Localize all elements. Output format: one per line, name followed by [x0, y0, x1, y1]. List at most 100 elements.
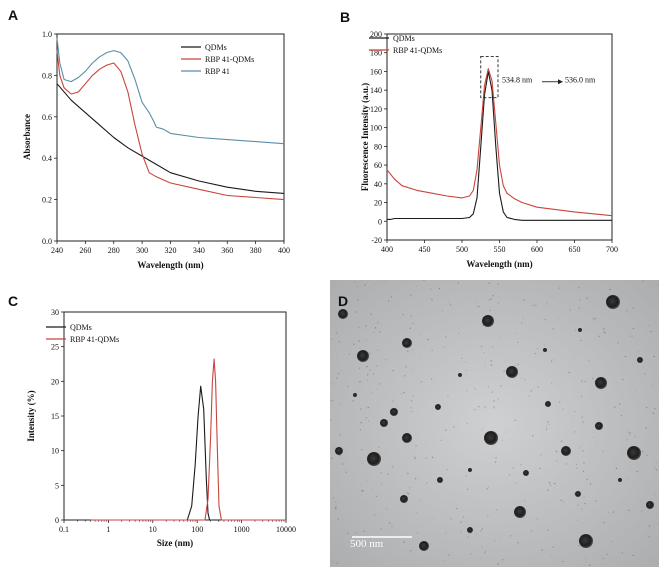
micrograph-speckle — [412, 322, 414, 324]
micrograph-speckle — [389, 522, 391, 524]
micrograph-speckle — [537, 386, 539, 388]
nanoparticle — [579, 534, 593, 548]
nanoparticle — [467, 527, 473, 533]
micrograph-speckle — [624, 355, 627, 358]
micrograph-speckle — [617, 342, 619, 344]
micrograph-speckle — [339, 434, 341, 436]
series-line-qdms — [56, 83, 285, 194]
micrograph-speckle — [644, 373, 646, 375]
micrograph-speckle — [448, 302, 450, 304]
micrograph-speckle — [361, 490, 363, 492]
nanoparticle — [380, 419, 388, 427]
micrograph-speckle — [339, 454, 341, 456]
nanoparticle — [338, 309, 348, 319]
nanoparticle — [468, 468, 472, 472]
micrograph-speckle — [481, 528, 483, 530]
micrograph-speckle — [474, 409, 476, 411]
micrograph-speckle — [541, 549, 543, 551]
x-tick-label: 700 — [606, 245, 618, 254]
micrograph-speckle — [547, 529, 549, 531]
micrograph-speckle — [606, 553, 608, 555]
nanoparticle — [514, 506, 526, 518]
series-line-rbp-41-qdms — [56, 50, 285, 201]
micrograph-speckle — [520, 464, 522, 466]
annotation-label: 534.8 nm — [502, 76, 533, 85]
micrograph-speckle — [653, 356, 655, 358]
micrograph-speckle — [593, 318, 595, 320]
micrograph-speckle — [547, 421, 549, 423]
micrograph-speckle — [559, 286, 561, 288]
micrograph-speckle — [602, 557, 604, 560]
micrograph-speckle — [558, 287, 560, 289]
legend-label: QDMs — [70, 323, 92, 332]
micrograph-speckle — [482, 324, 484, 327]
micrograph-speckle — [574, 493, 576, 495]
micrograph-speckle — [374, 514, 376, 516]
micrograph-speckle — [590, 483, 592, 485]
micrograph-speckle — [365, 417, 368, 419]
micrograph-speckle — [586, 297, 588, 299]
x-tick-label: 0.1 — [59, 525, 69, 534]
micrograph-speckle — [628, 336, 630, 338]
nanoparticle — [618, 478, 622, 482]
micrograph-speckle — [414, 456, 416, 458]
micrograph-speckle — [532, 435, 534, 437]
legend-label: RBP 41 — [205, 67, 230, 76]
tem-micrograph: D 500 nm — [330, 280, 659, 567]
series-line-rbp-41 — [56, 38, 285, 145]
micrograph-speckle — [546, 425, 548, 427]
micrograph-speckle — [628, 509, 630, 511]
micrograph-speckle — [530, 530, 532, 532]
micrograph-speckle — [611, 540, 613, 543]
micrograph-speckle — [636, 462, 638, 465]
micrograph-speckle — [415, 478, 417, 480]
micrograph-speckle — [498, 539, 501, 541]
micrograph-speckle — [364, 298, 366, 300]
micrograph-speckle — [576, 467, 578, 469]
micrograph-speckle — [366, 366, 368, 368]
micrograph-speckle — [388, 300, 390, 302]
micrograph-speckle — [631, 313, 633, 315]
micrograph-speckle — [347, 532, 349, 534]
micrograph-speckle — [521, 322, 523, 324]
nanoparticle — [484, 431, 498, 445]
micrograph-speckle — [337, 372, 340, 375]
micrograph-speckle — [583, 496, 585, 498]
micrograph-speckle — [517, 341, 519, 343]
micrograph-speckle — [359, 429, 361, 431]
micrograph-speckle — [466, 390, 468, 392]
micrograph-speckle — [552, 546, 554, 548]
micrograph-speckle — [405, 366, 407, 368]
micrograph-speckle — [460, 521, 462, 523]
micrograph-speckle — [578, 545, 580, 547]
micrograph-speckle — [409, 327, 411, 329]
micrograph-speckle — [516, 332, 518, 334]
micrograph-speckle — [392, 370, 394, 372]
x-tick-label: 300 — [136, 246, 148, 255]
micrograph-speckle — [441, 310, 443, 312]
micrograph-speckle — [407, 493, 410, 495]
micrograph-speckle — [645, 427, 647, 429]
series-line-rbp-41-qdms — [90, 358, 286, 521]
micrograph-speckle — [331, 560, 333, 562]
micrograph-speckle — [655, 417, 657, 419]
micrograph-speckle — [615, 467, 617, 469]
micrograph-speckle — [492, 294, 494, 297]
x-tick-label: 10000 — [276, 525, 296, 534]
micrograph-speckle — [390, 296, 393, 298]
micrograph-speckle — [362, 490, 364, 492]
x-tick-label: 280 — [108, 246, 120, 255]
micrograph-speckle — [366, 480, 368, 482]
micrograph-speckle — [391, 525, 393, 527]
y-tick-label: 0.0 — [42, 237, 52, 246]
y-tick-label: 40 — [374, 180, 382, 189]
x-tick-label: 550 — [494, 245, 506, 254]
micrograph-speckle — [380, 482, 382, 485]
micrograph-speckle — [371, 489, 374, 491]
micrograph-speckle — [604, 332, 606, 334]
peak-highlight-box — [480, 56, 499, 99]
micrograph-speckle — [331, 345, 333, 347]
micrograph-speckle — [528, 395, 530, 397]
micrograph-speckle — [517, 542, 519, 544]
micrograph-speckle — [360, 408, 362, 410]
